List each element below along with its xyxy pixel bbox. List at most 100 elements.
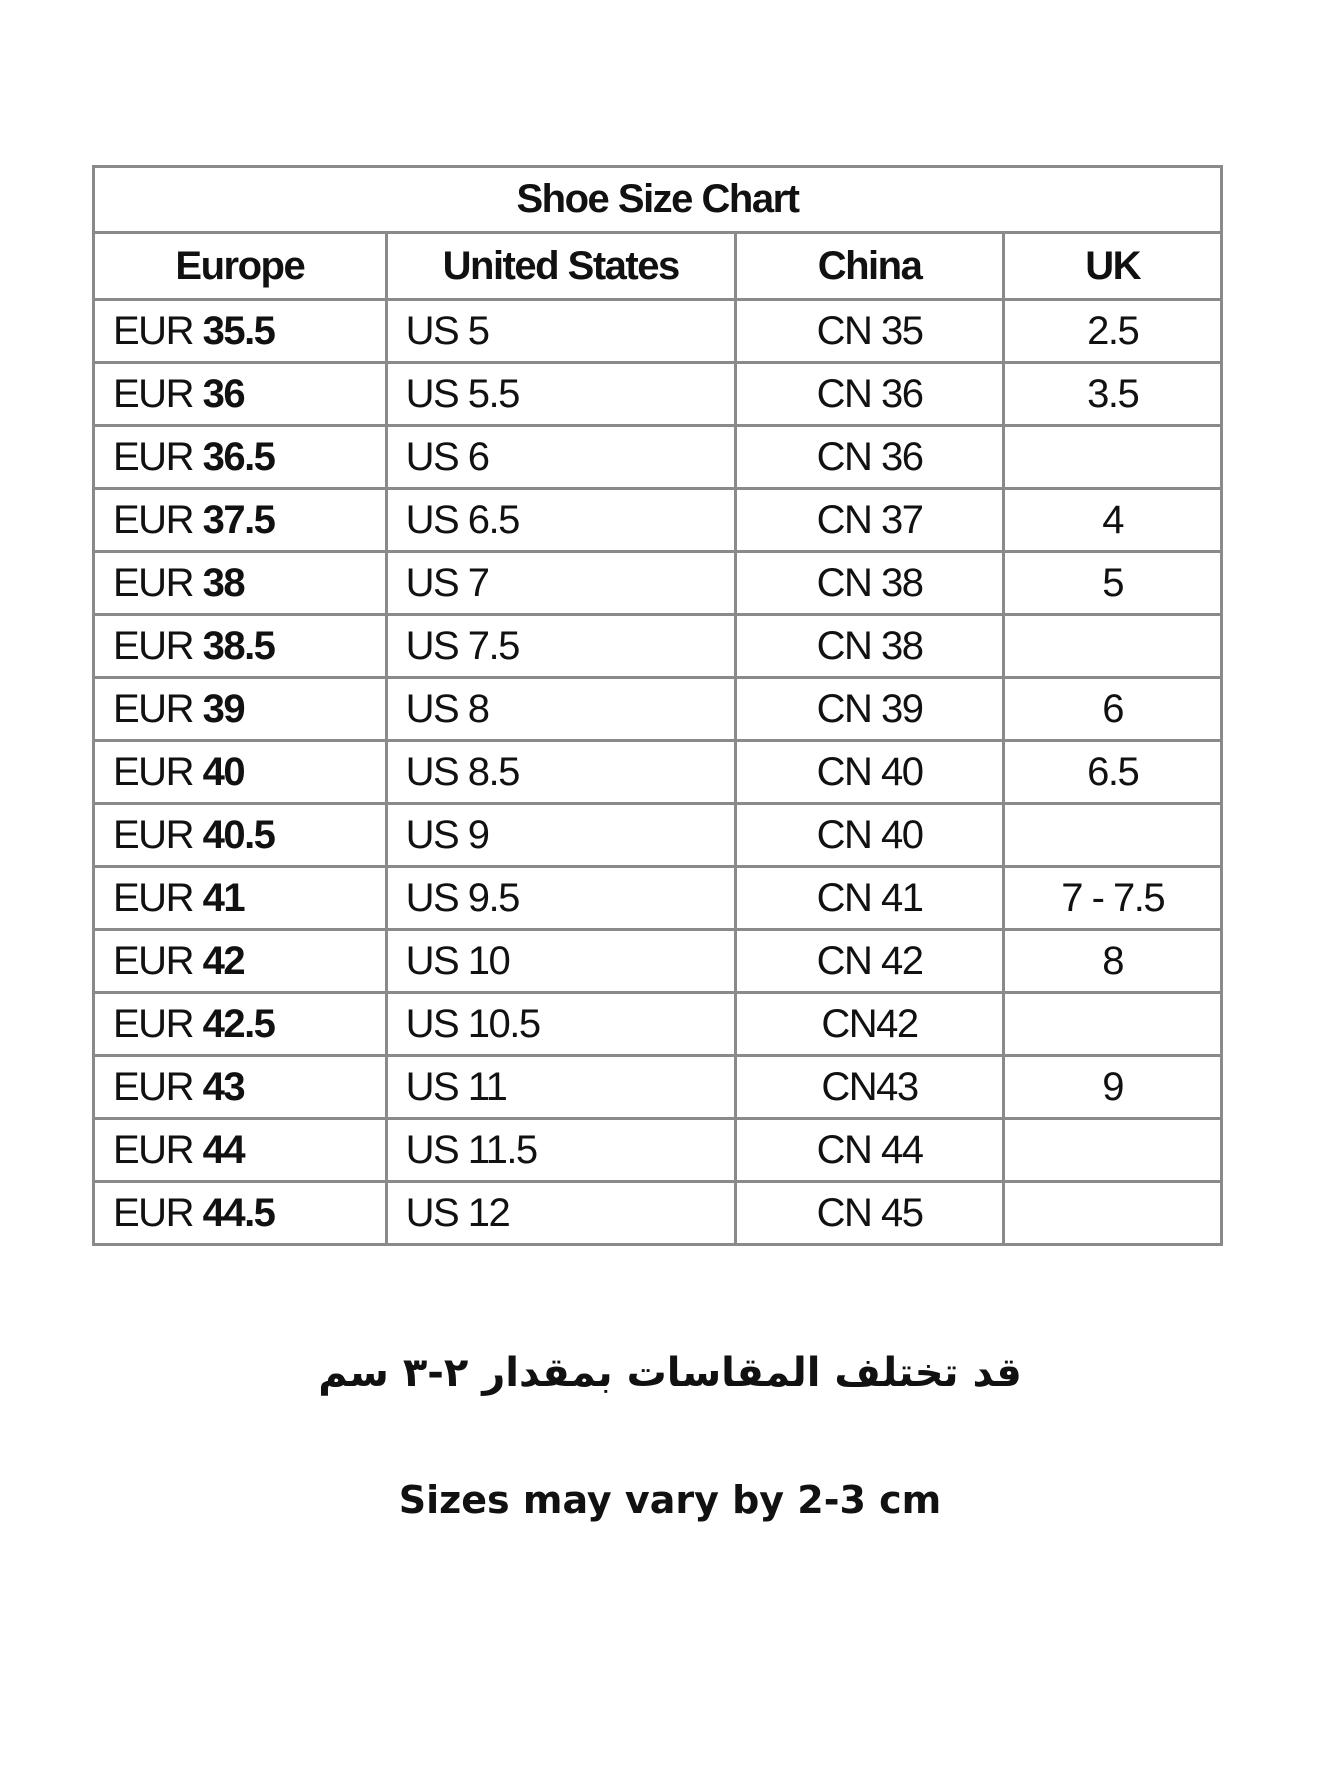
cell-uk: 6	[1002, 676, 1223, 742]
eur-value: 40.5	[202, 812, 276, 857]
eur-value: 42	[202, 938, 246, 983]
cell-europe: EUR 38	[92, 550, 388, 616]
cell-europe: EUR 42.5	[92, 991, 388, 1057]
cell-us: US 10	[384, 928, 737, 994]
note-english: Sizes may vary by 2-3 cm	[398, 1478, 942, 1522]
column-header: United States	[384, 231, 737, 301]
cell-us: US 12	[384, 1180, 737, 1246]
eur-value: 44	[202, 1127, 246, 1172]
note-arabic: قد تختلف المقاسات بمقدار ٢-٣ سم	[318, 1350, 1022, 1396]
cell-china: CN 42	[733, 928, 1006, 994]
eur-prefix: EUR	[113, 497, 194, 542]
cell-us: US 9.5	[384, 865, 737, 931]
cell-china: CN42	[733, 991, 1006, 1057]
table-row: EUR 36 US 5.5 CN 36 3.5	[92, 361, 1223, 427]
cell-europe: EUR 35.5	[92, 298, 388, 364]
cell-uk: 3.5	[1002, 361, 1223, 427]
eur-value: 40	[202, 749, 246, 794]
eur-prefix: EUR	[113, 1190, 194, 1235]
cell-uk: 8	[1002, 928, 1223, 994]
cell-china: CN 40	[733, 802, 1006, 868]
eur-value: 42.5	[202, 1001, 276, 1046]
cell-europe: EUR 40	[92, 739, 388, 805]
table-row: EUR 40.5 US 9 CN 40	[92, 802, 1223, 868]
cell-us: US 7	[384, 550, 737, 616]
table-title: Shoe Size Chart	[92, 165, 1223, 234]
cell-europe: EUR 36.5	[92, 424, 388, 490]
cell-us: US 10.5	[384, 991, 737, 1057]
cell-china: CN 37	[733, 487, 1006, 553]
table-row: EUR 44.5 US 12 CN 45	[92, 1180, 1223, 1246]
eur-value: 43	[202, 1064, 246, 1109]
eur-value: 39	[202, 686, 246, 731]
cell-europe: EUR 37.5	[92, 487, 388, 553]
eur-prefix: EUR	[113, 938, 194, 983]
shoe-size-table: Shoe Size Chart Europe United States China…	[92, 165, 1223, 1246]
cell-europe: EUR 44	[92, 1117, 388, 1183]
cell-china: CN 35	[733, 298, 1006, 364]
cell-china: CN 36	[733, 361, 1006, 427]
cell-uk	[1002, 1180, 1223, 1246]
cell-europe: EUR 43	[92, 1054, 388, 1120]
cell-us: US 11	[384, 1054, 737, 1120]
eur-prefix: EUR	[113, 686, 194, 731]
eur-value: 37.5	[202, 497, 276, 542]
cell-us: US 11.5	[384, 1117, 737, 1183]
cell-china: CN43	[733, 1054, 1006, 1120]
table-row: EUR 44 US 11.5 CN 44	[92, 1117, 1223, 1183]
table-row: EUR 38.5 US 7.5 CN 38	[92, 613, 1223, 679]
eur-prefix: EUR	[113, 623, 194, 668]
table-row: EUR 42 US 10 CN 42 8	[92, 928, 1223, 994]
eur-prefix: EUR	[113, 749, 194, 794]
cell-us: US 8.5	[384, 739, 737, 805]
cell-us: US 6	[384, 424, 737, 490]
eur-prefix: EUR	[113, 1127, 194, 1172]
cell-uk: 9	[1002, 1054, 1223, 1120]
cell-uk: 6.5	[1002, 739, 1223, 805]
cell-uk: 2.5	[1002, 298, 1223, 364]
column-header: UK	[1002, 231, 1223, 301]
cell-china: CN 38	[733, 613, 1006, 679]
eur-prefix: EUR	[113, 1001, 194, 1046]
eur-prefix: EUR	[113, 434, 194, 479]
eur-prefix: EUR	[113, 1064, 194, 1109]
cell-uk	[1002, 802, 1223, 868]
cell-europe: EUR 38.5	[92, 613, 388, 679]
eur-prefix: EUR	[113, 812, 194, 857]
eur-value: 36.5	[202, 434, 276, 479]
cell-europe: EUR 39	[92, 676, 388, 742]
cell-china: CN 38	[733, 550, 1006, 616]
eur-value: 41	[202, 875, 246, 920]
cell-uk: 4	[1002, 487, 1223, 553]
eur-prefix: EUR	[113, 560, 194, 605]
eur-prefix: EUR	[113, 308, 194, 353]
cell-china: CN 36	[733, 424, 1006, 490]
column-headers: Europe United States China UK	[92, 231, 1223, 301]
table-row: EUR 43 US 11 CN43 9	[92, 1054, 1223, 1120]
cell-us: US 8	[384, 676, 737, 742]
cell-europe: EUR 42	[92, 928, 388, 994]
eur-value: 38.5	[202, 623, 276, 668]
eur-value: 38	[202, 560, 246, 605]
cell-uk: 5	[1002, 550, 1223, 616]
cell-china: CN 44	[733, 1117, 1006, 1183]
table-row: EUR 40 US 8.5 CN 40 6.5	[92, 739, 1223, 805]
cell-us: US 7.5	[384, 613, 737, 679]
cell-us: US 9	[384, 802, 737, 868]
cell-europe: EUR 44.5	[92, 1180, 388, 1246]
eur-value: 35.5	[202, 308, 276, 353]
cell-uk: 7 - 7.5	[1002, 865, 1223, 931]
cell-uk	[1002, 1117, 1223, 1183]
cell-uk	[1002, 424, 1223, 490]
table-row: EUR 36.5 US 6 CN 36	[92, 424, 1223, 490]
eur-prefix: EUR	[113, 875, 194, 920]
cell-uk	[1002, 991, 1223, 1057]
table-row: EUR 35.5 US 5 CN 35 2.5	[92, 298, 1223, 364]
cell-europe: EUR 36	[92, 361, 388, 427]
cell-china: CN 41	[733, 865, 1006, 931]
cell-europe: EUR 40.5	[92, 802, 388, 868]
cell-us: US 6.5	[384, 487, 737, 553]
cell-china: CN 40	[733, 739, 1006, 805]
table-row: EUR 38 US 7 CN 38 5	[92, 550, 1223, 616]
cell-us: US 5.5	[384, 361, 737, 427]
